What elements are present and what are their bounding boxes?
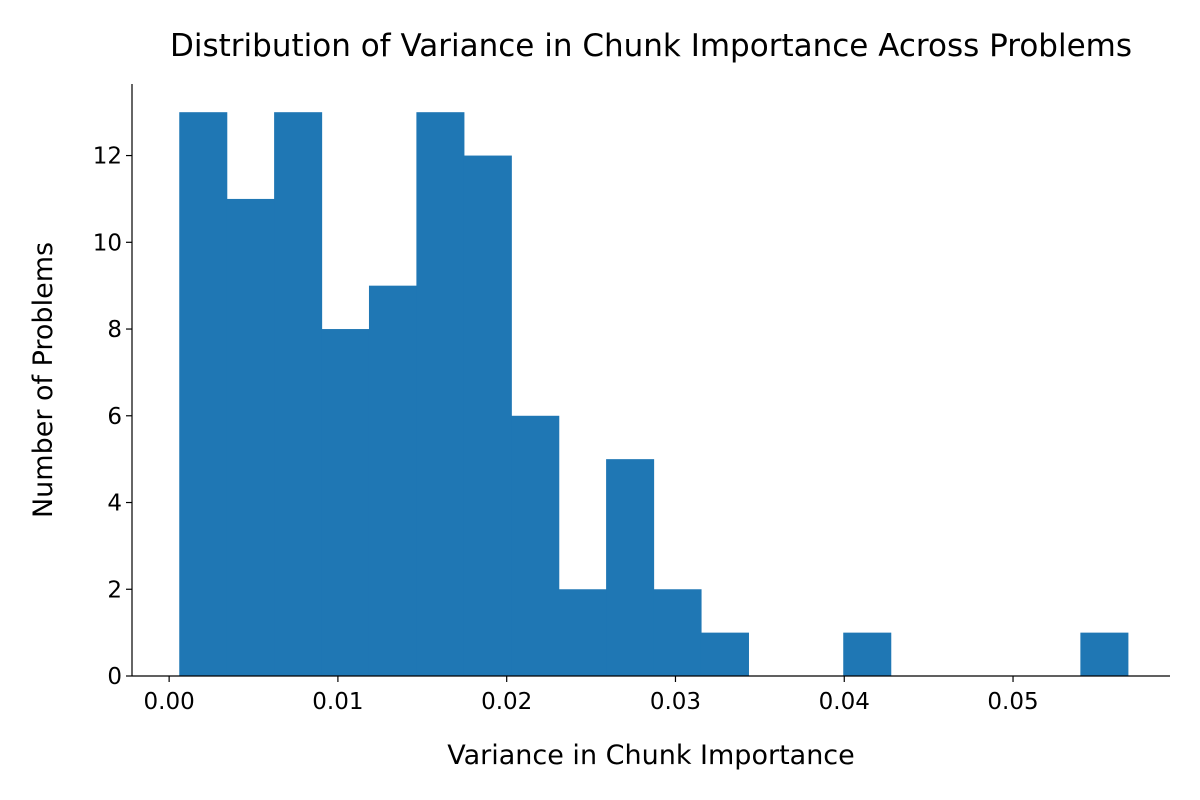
histogram-bar: [463, 155, 512, 677]
histogram-bar: [416, 112, 465, 676]
x-tick-label: 0.04: [819, 689, 870, 715]
y-tick-label: 10: [93, 230, 122, 256]
histogram-bar: [606, 459, 655, 676]
histogram-bar: [511, 415, 560, 676]
y-tick-label: 12: [93, 144, 122, 170]
bars-group: [179, 112, 1129, 677]
histogram-bar: [321, 329, 370, 676]
x-tick-label: 0.00: [144, 689, 195, 715]
y-tick-label: 0: [107, 664, 122, 690]
y-tick-label: 6: [107, 404, 122, 430]
histogram-bar: [368, 285, 417, 676]
x-ticks-group: 0.00 0.01 0.02 0.03 0.04 0.05: [144, 676, 1039, 715]
x-tick-label: 0.02: [481, 689, 532, 715]
y-axis-label: Number of Problems: [28, 242, 59, 518]
histogram-bar: [274, 112, 323, 676]
x-tick-label: 0.03: [650, 689, 701, 715]
y-ticks-group: 0 2 4 6 8 10 12: [93, 144, 132, 690]
chart-title: Distribution of Variance in Chunk Import…: [170, 28, 1132, 64]
x-axis-label: Variance in Chunk Importance: [447, 740, 855, 771]
histogram-bar: [700, 632, 749, 676]
x-tick-label: 0.05: [987, 689, 1038, 715]
histogram-bar: [179, 112, 228, 676]
y-tick-label: 8: [107, 317, 122, 343]
histogram-bar: [558, 589, 607, 676]
histogram-bar: [653, 589, 702, 676]
histogram-bar: [1080, 632, 1129, 676]
x-tick-label: 0.01: [312, 689, 363, 715]
y-tick-label: 4: [107, 491, 122, 517]
histogram-bar: [226, 198, 275, 676]
histogram-bar: [843, 632, 892, 676]
y-tick-label: 2: [107, 577, 122, 603]
